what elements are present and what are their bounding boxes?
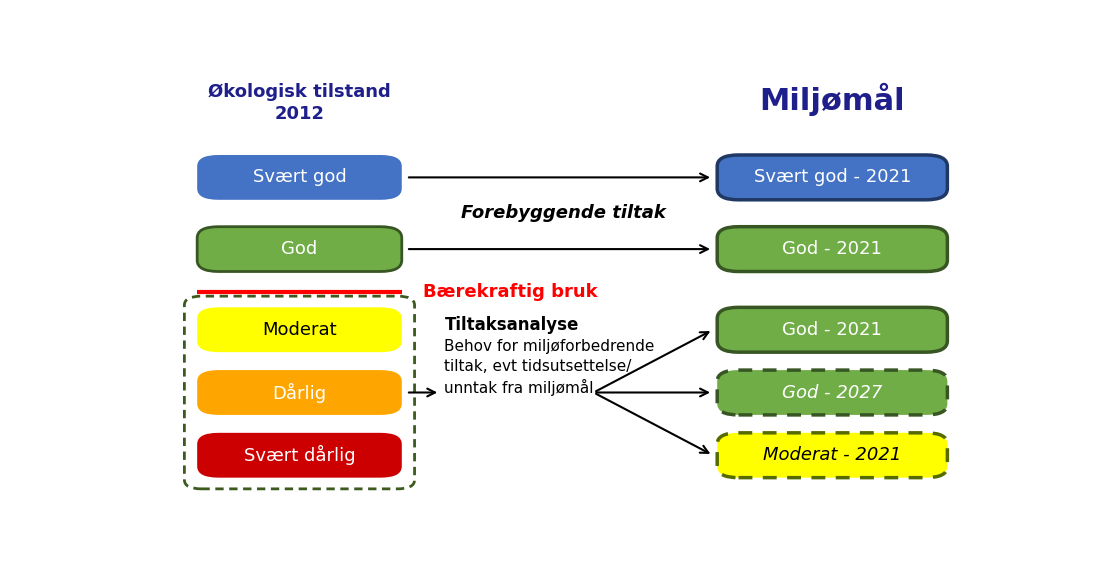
Text: Økologisk tilstand
2012: Økologisk tilstand 2012 — [208, 83, 390, 123]
Text: God - 2027: God - 2027 — [782, 384, 882, 402]
Text: God: God — [282, 240, 318, 258]
Text: God - 2021: God - 2021 — [782, 321, 882, 339]
Text: Dårlig: Dårlig — [273, 382, 327, 403]
FancyBboxPatch shape — [197, 433, 402, 478]
Text: Behov for miljøforbedrende
tiltak, evt tidsutsettelse/
unntak fra miljømål: Behov for miljøforbedrende tiltak, evt t… — [444, 339, 654, 396]
FancyBboxPatch shape — [717, 155, 947, 200]
FancyBboxPatch shape — [717, 227, 947, 272]
FancyBboxPatch shape — [197, 370, 402, 415]
FancyBboxPatch shape — [717, 433, 947, 478]
Text: Miljømål: Miljømål — [759, 83, 905, 116]
Text: Svært god: Svært god — [253, 168, 346, 186]
FancyBboxPatch shape — [185, 296, 415, 489]
Text: Svært dårlig: Svært dårlig — [244, 445, 355, 465]
FancyBboxPatch shape — [717, 370, 947, 415]
Text: Tiltaksanalyse: Tiltaksanalyse — [444, 316, 579, 334]
Text: Moderat: Moderat — [262, 321, 337, 339]
FancyBboxPatch shape — [717, 307, 947, 352]
FancyBboxPatch shape — [197, 155, 402, 200]
Text: Moderat - 2021: Moderat - 2021 — [763, 446, 902, 464]
Text: Forebyggende tiltak: Forebyggende tiltak — [462, 204, 667, 222]
Text: Bærekraftig bruk: Bærekraftig bruk — [424, 283, 597, 301]
FancyBboxPatch shape — [197, 307, 402, 352]
Text: God - 2021: God - 2021 — [782, 240, 882, 258]
FancyBboxPatch shape — [197, 227, 402, 272]
Text: Svært god - 2021: Svært god - 2021 — [754, 168, 911, 186]
